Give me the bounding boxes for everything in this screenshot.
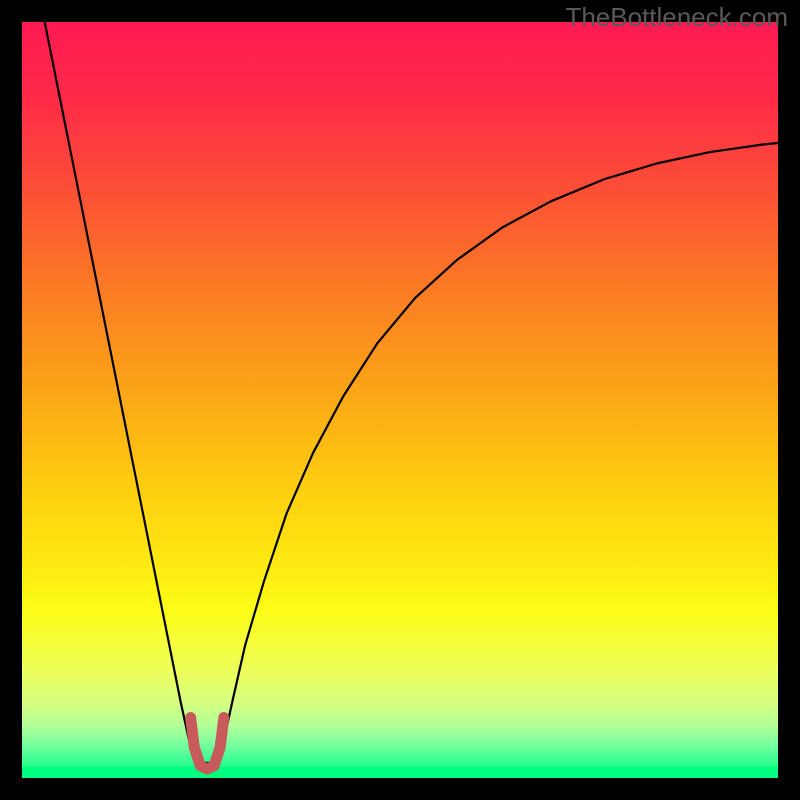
plot-area: [22, 22, 778, 778]
watermark-text: TheBottleneck.com: [565, 2, 788, 33]
chart-root: TheBottleneck.com: [0, 0, 800, 800]
plot-svg: [22, 22, 778, 778]
plot-background: [22, 22, 778, 778]
green-band: [22, 767, 778, 778]
